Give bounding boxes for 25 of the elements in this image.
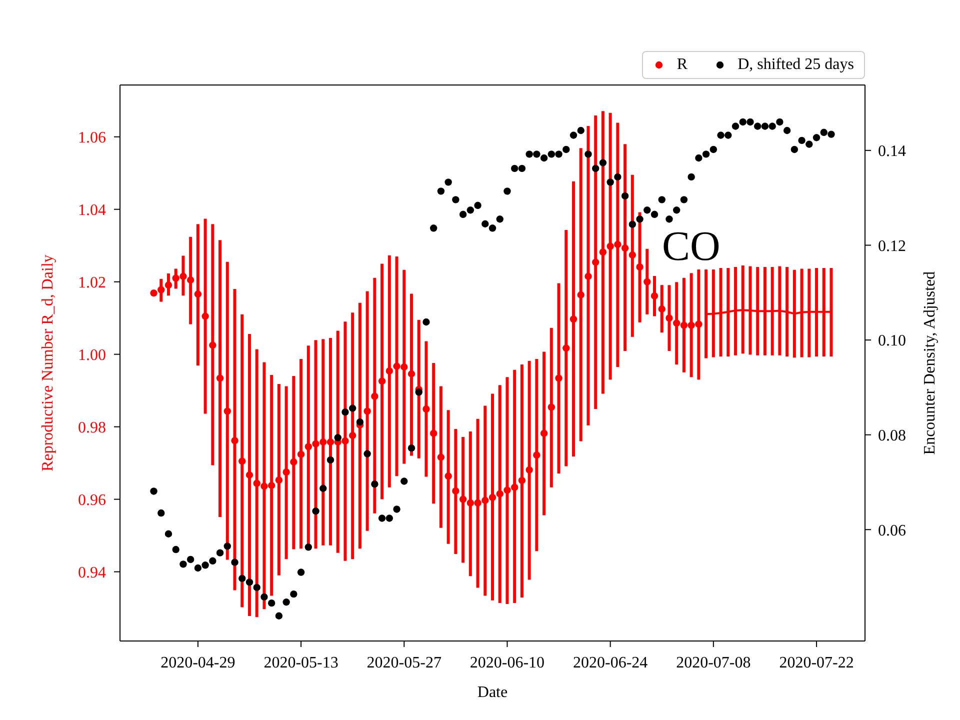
x-tick-label: 2020-05-27 [366,654,442,672]
y-axis-title: Reproductive Number R_d, Daily [40,254,56,472]
x-tick-label: 2020-07-22 [779,654,854,672]
y2-tick-label: 0.10 [878,332,906,350]
y-tick-label: 0.94 [78,564,106,582]
y-tick-label: 1.00 [78,346,106,364]
x-tick-label: 2020-06-24 [572,654,648,672]
annotation: CO [662,224,720,270]
x-tick-label: 2020-07-08 [676,654,751,672]
y2-tick-label: 0.12 [878,238,906,255]
x-tick-label: 2020-06-10 [470,654,545,672]
y-tick-label: 1.04 [78,202,106,219]
y2-tick-label: 0.08 [878,427,906,444]
legend-label: D, shifted 25 days [738,56,854,74]
y2-tick-label: 0.14 [878,143,906,160]
x-axis-title: Date [477,684,508,701]
y2-axis-title: Encounter Density, Adjusted [922,271,938,455]
y-tick-label: 0.98 [78,419,106,436]
legend-label: R [676,56,688,74]
y-tick-label: 0.96 [78,492,106,509]
y2-tick-label: 0.06 [878,522,906,540]
y-tick-label: 1.06 [78,130,106,147]
y-tick-label: 1.02 [78,274,106,292]
x-tick-label: 2020-04-29 [160,654,236,672]
x-tick-label: 2020-05-13 [264,654,338,672]
